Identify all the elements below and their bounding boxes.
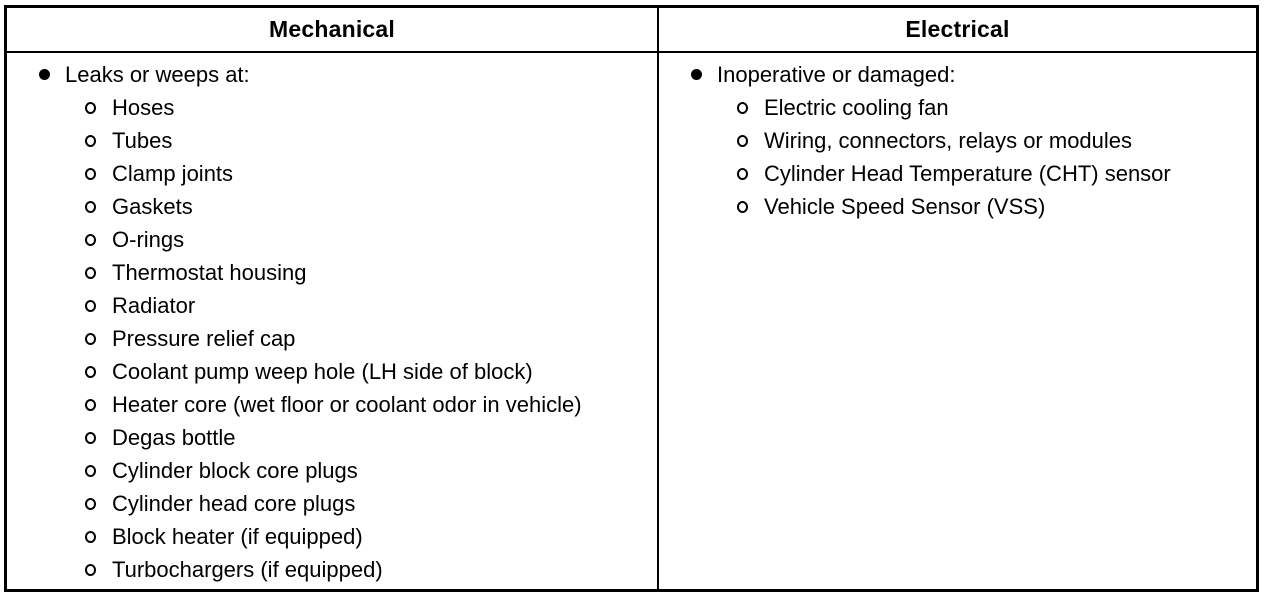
- list-item-label: Gaskets: [112, 193, 193, 219]
- list-item: Block heater (if equipped): [85, 520, 653, 553]
- list-item: Cylinder Head Temperature (CHT) sensor: [737, 157, 1252, 190]
- list-item-label: Pressure relief cap: [112, 325, 296, 351]
- circle-bullet-icon: [85, 266, 96, 279]
- circle-bullet-icon: [737, 167, 748, 180]
- circle-bullet-icon: [85, 299, 96, 312]
- circle-bullet-icon: [85, 233, 96, 246]
- column-header-mechanical: Mechanical: [7, 8, 659, 51]
- circle-bullet-icon: [85, 398, 96, 411]
- list-item-label: Cylinder block core plugs: [112, 457, 358, 483]
- circle-bullet-icon: [85, 101, 96, 114]
- list-item-label: Hoses: [112, 94, 175, 120]
- list-item-label: Vehicle Speed Sensor (VSS): [764, 193, 1046, 219]
- list-item: Cylinder block core plugs: [85, 454, 653, 487]
- list-item-label: Thermostat housing: [112, 259, 307, 285]
- list-item-label: Heater core (wet floor or coolant odor i…: [112, 391, 582, 417]
- circle-bullet-icon: [85, 497, 96, 510]
- list-item: Thermostat housing: [85, 256, 653, 289]
- list-item: Turbochargers (if equipped): [85, 553, 653, 586]
- list-item: Heater core (wet floor or coolant odor i…: [85, 388, 653, 421]
- circle-bullet-icon: [85, 167, 96, 180]
- list-item-label: Cylinder head core plugs: [112, 490, 356, 516]
- list-item: Coolant pump weep hole (LH side of block…: [85, 355, 653, 388]
- table-header-row: Mechanical Electrical: [7, 8, 1256, 53]
- mechanical-cell: Leaks or weeps at: Hoses Tubes Clamp joi…: [7, 53, 659, 589]
- list-item-label: Wiring, connectors, relays or modules: [764, 127, 1133, 153]
- disc-bullet-icon: [691, 69, 702, 80]
- list-item: Gaskets: [85, 190, 653, 223]
- list-item: Clamp joints: [85, 157, 653, 190]
- lead-label: Inoperative or damaged:: [717, 61, 956, 87]
- circle-bullet-icon: [85, 200, 96, 213]
- list-item: Tubes: [85, 124, 653, 157]
- table-body-row: Leaks or weeps at: Hoses Tubes Clamp joi…: [7, 53, 1256, 589]
- circle-bullet-icon: [737, 200, 748, 213]
- circle-bullet-icon: [85, 365, 96, 378]
- column-header-electrical: Electrical: [905, 16, 1010, 42]
- list-item: Cylinder head core plugs: [85, 487, 653, 520]
- circle-bullet-icon: [85, 530, 96, 543]
- list-item-label: Clamp joints: [112, 160, 234, 186]
- circle-bullet-icon: [85, 563, 96, 576]
- circle-bullet-icon: [85, 332, 96, 345]
- list-item-label: Turbochargers (if equipped): [112, 556, 383, 582]
- diagnostic-table: Mechanical Electrical Leaks or weeps at:…: [4, 5, 1259, 592]
- mechanical-sub-list: Hoses Tubes Clamp joints Gaskets O-rings…: [39, 91, 653, 586]
- list-item: Wiring, connectors, relays or modules: [737, 124, 1252, 157]
- list-item: Inoperative or damaged:: [691, 58, 1252, 91]
- lead-label: Leaks or weeps at:: [65, 61, 250, 87]
- list-item: O-rings: [85, 223, 653, 256]
- list-item-label: O-rings: [112, 226, 185, 252]
- circle-bullet-icon: [85, 464, 96, 477]
- list-item: Degas bottle: [85, 421, 653, 454]
- list-item-label: Coolant pump weep hole (LH side of block…: [112, 358, 533, 384]
- list-item: Leaks or weeps at:: [39, 58, 653, 91]
- list-item: Pressure relief cap: [85, 322, 653, 355]
- list-item-label: Block heater (if equipped): [112, 523, 363, 549]
- list-item: Vehicle Speed Sensor (VSS): [737, 190, 1252, 223]
- list-item: Hoses: [85, 91, 653, 124]
- electrical-sub-list: Electric cooling fan Wiring, connectors,…: [691, 91, 1252, 223]
- list-item-label: Degas bottle: [112, 424, 236, 450]
- circle-bullet-icon: [85, 431, 96, 444]
- electrical-cell: Inoperative or damaged: Electric cooling…: [659, 53, 1256, 589]
- list-item-label: Cylinder Head Temperature (CHT) sensor: [764, 160, 1171, 186]
- circle-bullet-icon: [737, 101, 748, 114]
- list-item-label: Tubes: [112, 127, 173, 153]
- list-item-label: Electric cooling fan: [764, 94, 949, 120]
- disc-bullet-icon: [39, 69, 50, 80]
- list-item-label: Radiator: [112, 292, 196, 318]
- list-item: Electric cooling fan: [737, 91, 1252, 124]
- circle-bullet-icon: [85, 134, 96, 147]
- list-item: Radiator: [85, 289, 653, 322]
- circle-bullet-icon: [737, 134, 748, 147]
